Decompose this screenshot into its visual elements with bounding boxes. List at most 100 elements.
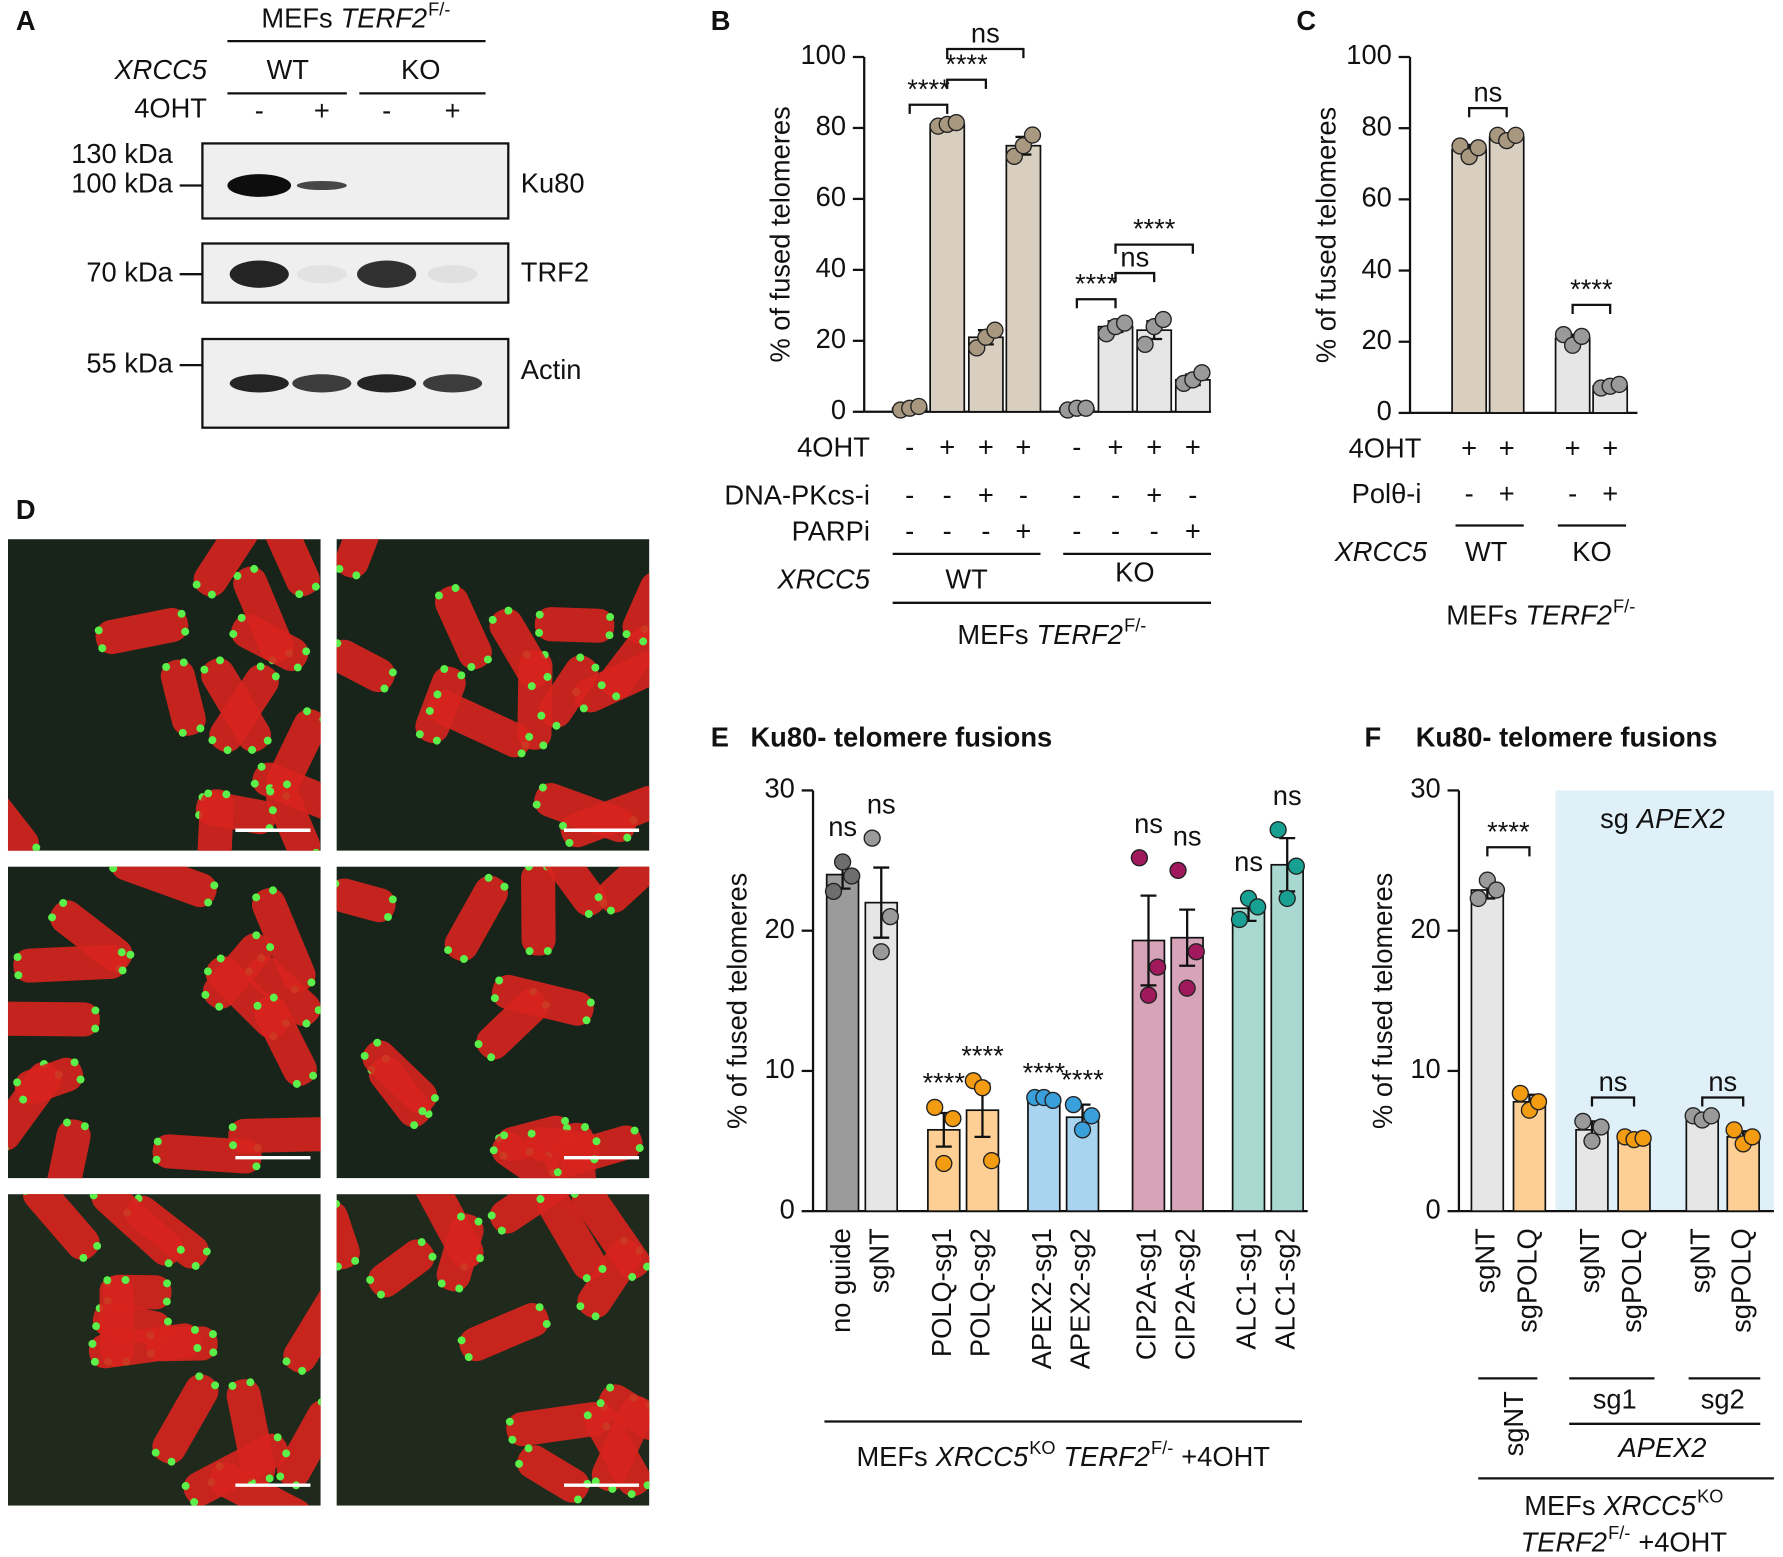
data-point: [1725, 1121, 1743, 1139]
data-point: [1178, 979, 1196, 997]
telomere: [190, 1498, 199, 1506]
y-axis-label: % of fused telomeres: [1310, 107, 1341, 363]
telomere: [535, 1303, 544, 1312]
telomere: [215, 1002, 224, 1011]
telomere: [268, 806, 277, 815]
telomere: [228, 1381, 237, 1390]
x-tick-label: CIP2A-sg1: [1131, 1228, 1162, 1360]
telomere: [202, 1247, 211, 1256]
telomere: [457, 671, 466, 680]
chromatid: [276, 1399, 321, 1488]
telomere: [179, 658, 188, 667]
telomere: [193, 1343, 202, 1352]
telomere: [109, 866, 118, 873]
x-tick-label: sgNT: [1574, 1228, 1605, 1294]
telomere: [90, 1357, 99, 1366]
data-point: [872, 943, 890, 961]
y-tick-label: 100: [800, 39, 846, 70]
telomere: [524, 1444, 533, 1453]
condition-value: -: [943, 516, 952, 547]
telomere: [92, 1322, 101, 1331]
telomere: [283, 780, 291, 789]
telomere: [298, 1366, 307, 1375]
label-part: KO: [1029, 1438, 1055, 1458]
chromosome: [490, 974, 595, 1026]
data-point: [1249, 898, 1267, 916]
bracket: [1114, 271, 1156, 283]
chromosome: [13, 944, 127, 983]
telomere: [233, 571, 242, 580]
label-part: MEFs: [261, 3, 332, 34]
data-point: [833, 853, 852, 871]
chromatid: [560, 785, 650, 848]
y-tick-label: 0: [1377, 395, 1392, 426]
telomere: [551, 1184, 562, 1195]
telomere: [649, 569, 650, 578]
telomere: [623, 833, 632, 842]
group-title: XRCC5: [1334, 536, 1428, 567]
y-tick-label: 80: [1361, 110, 1391, 141]
telomere: [210, 881, 219, 890]
telomere: [181, 627, 190, 636]
telomere: [457, 1336, 466, 1345]
label-part: APEX2: [1635, 803, 1725, 834]
label-part: F/-: [1608, 1523, 1630, 1543]
chromatid: [336, 539, 386, 578]
data-point: [910, 397, 928, 416]
chromatid: [459, 1303, 550, 1362]
x-tick-label: APEX2-sg1: [1026, 1228, 1057, 1369]
band: [296, 180, 347, 191]
telomere: [314, 1006, 321, 1015]
y-tick-label: 0: [780, 1193, 795, 1224]
telomere: [256, 662, 265, 671]
telomere: [201, 856, 209, 864]
band: [357, 260, 417, 288]
telomere: [542, 1319, 551, 1328]
telomere: [195, 1372, 204, 1381]
significance: ns: [1474, 77, 1503, 108]
telomere: [309, 1071, 318, 1080]
chromosome: [559, 785, 650, 848]
significance: ****: [1570, 273, 1613, 304]
telomere: [292, 1079, 301, 1088]
chromosome: [208, 662, 280, 755]
chromatid: [491, 974, 594, 1026]
telomere: [535, 628, 544, 637]
telomere: [433, 690, 442, 699]
telomere: [586, 998, 595, 1007]
telomere: [457, 1212, 465, 1221]
data-point: [1610, 375, 1628, 394]
chromatid: [42, 1119, 91, 1179]
telomere: [204, 789, 213, 798]
bracket: [1571, 303, 1612, 314]
chromosome: [7, 1001, 100, 1037]
error-bar: [1179, 908, 1196, 967]
group-label: sg2: [1701, 1383, 1745, 1414]
y-tick-label: 0: [831, 394, 846, 425]
chromosome: [537, 653, 600, 730]
condition-value: -: [1150, 516, 1159, 547]
telomere: [336, 1199, 341, 1208]
telomere: [324, 654, 335, 665]
telomere: [93, 1241, 102, 1250]
chromatid: [266, 709, 321, 799]
telomere: [432, 736, 441, 745]
telomere: [576, 1302, 585, 1311]
label-part: MEFs: [957, 619, 1028, 650]
telomere: [606, 1383, 615, 1392]
x-tick-label: sgNT: [1684, 1228, 1715, 1294]
significance: ****: [1133, 213, 1176, 244]
telomere: [273, 1433, 282, 1442]
group-label: WT: [1465, 536, 1508, 567]
telomere: [252, 1162, 261, 1171]
group-label: sg1: [1593, 1383, 1637, 1414]
telomere: [505, 1417, 514, 1426]
chromosome: [596, 1383, 650, 1440]
telomere: [622, 630, 631, 639]
telomere: [222, 790, 231, 799]
telomere: [336, 564, 344, 573]
chromosome: [21, 1194, 102, 1262]
telomere: [282, 1357, 291, 1366]
telomere: [121, 1276, 130, 1285]
significance: ns: [1234, 846, 1263, 877]
